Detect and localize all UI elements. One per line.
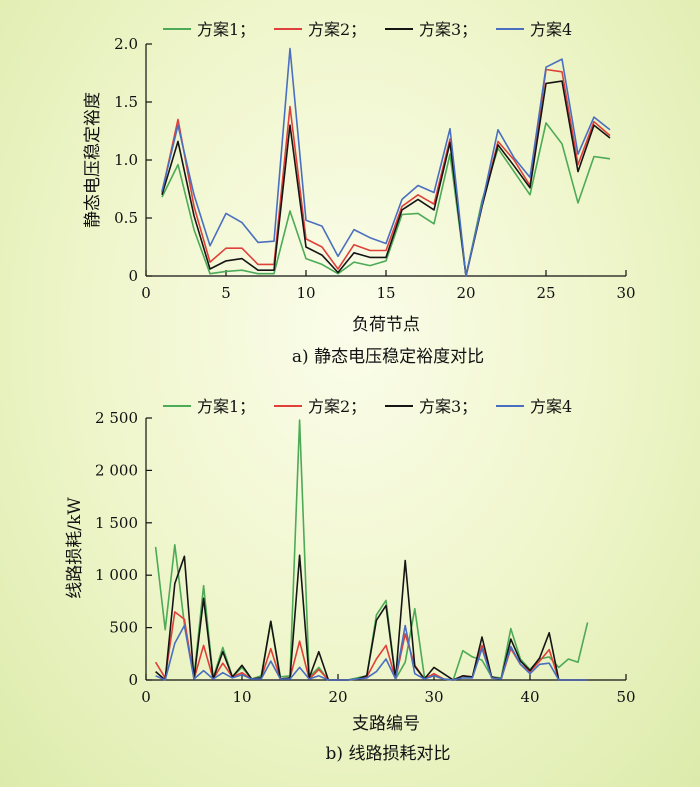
chart-b-x-tick-label: 40: [520, 688, 539, 706]
chart-b-y-tick-label: 1 500: [95, 514, 138, 532]
chart-a-x-tick-label: 5: [221, 284, 231, 302]
chart-a-x-tick-label: 20: [456, 284, 475, 302]
chart-a-x-tick-label: 30: [616, 284, 635, 302]
chart-b-caption: b) 线路损耗对比: [326, 744, 451, 764]
chart-a-y-tick-label: 0: [128, 267, 138, 285]
chart-b-series-4-line: [155, 624, 588, 681]
legend-label-scheme1: 方案1；: [197, 20, 255, 39]
chart-a-y-tick-label: 1.0: [114, 151, 138, 169]
chart-a-y-tick-label: 2.0: [114, 35, 138, 53]
chart-b-y-tick-label: 500: [109, 619, 138, 637]
legend-label-scheme1: 方案1；: [197, 397, 255, 416]
chart-a-x-tick-label: 0: [141, 284, 151, 302]
chart-b-legend: 方案1； 方案2； 方案3； 方案4: [163, 397, 572, 416]
chart-b-axes: [145, 418, 626, 681]
chart-b-y-tick-label: 2 500: [95, 409, 138, 427]
chart-b-xlabel: 支路编号: [352, 714, 420, 734]
chart-a-xlabel: 负荷节点: [352, 315, 420, 335]
legend-label-scheme4: 方案4: [530, 397, 572, 416]
chart-a-x-tick-label: 25: [536, 284, 555, 302]
chart-b-series: [154, 419, 589, 681]
chart-a-series: [161, 47, 611, 277]
legend-label-scheme3: 方案3；: [419, 20, 477, 39]
chart-b-x-tick-label: 0: [141, 688, 151, 706]
legend-label-scheme4: 方案4: [530, 20, 572, 39]
chart-a-x-tick-label: 10: [296, 284, 315, 302]
chart-a-series-1-line: [161, 122, 611, 277]
chart-b-series-1-line: [154, 419, 589, 681]
chart-a-series-3-line: [161, 80, 611, 277]
chart-b-x-tick-label: 30: [424, 688, 443, 706]
legend-label-scheme2: 方案2；: [308, 20, 366, 39]
chart-a-ticks: 0 5 10 15 20 25 30 0 0.5 1.0 1.5 2.0: [114, 35, 635, 302]
chart-b-y-tick-label: 0: [128, 671, 138, 689]
chart-b-y-tick-label: 2 000: [95, 461, 138, 479]
chart-a-y-tick-label: 1.5: [114, 93, 138, 111]
chart-b-y-tick-label: 1 000: [95, 566, 138, 584]
chart-a-legend: 方案1； 方案2； 方案3； 方案4: [163, 20, 572, 39]
legend-label-scheme2: 方案2；: [308, 397, 366, 416]
chart-a-y-tick-label: 0.5: [114, 209, 138, 227]
chart-b-ylabel: 线路损耗/kW: [65, 497, 85, 599]
chart-a-ylabel: 静态电压稳定裕度: [83, 92, 103, 228]
chart-a-x-tick-label: 15: [376, 284, 395, 302]
chart-a-series-2-line: [161, 68, 611, 277]
legend-label-scheme3: 方案3；: [419, 397, 477, 416]
chart-a-caption: a) 静态电压稳定裕度对比: [292, 347, 484, 367]
chart-b-x-tick-label: 10: [232, 688, 251, 706]
chart-a-series-4-line: [161, 47, 611, 277]
chart-b-x-tick-label: 50: [616, 688, 635, 706]
chart-b-series-3-line: [155, 554, 588, 681]
voltage-margin-chart: 方案1； 方案2； 方案3； 方案4 0 5 10 15 20 25 30 0 0.5 1.0 1.…: [83, 20, 636, 367]
chart-b-x-tick-label: 20: [328, 688, 347, 706]
